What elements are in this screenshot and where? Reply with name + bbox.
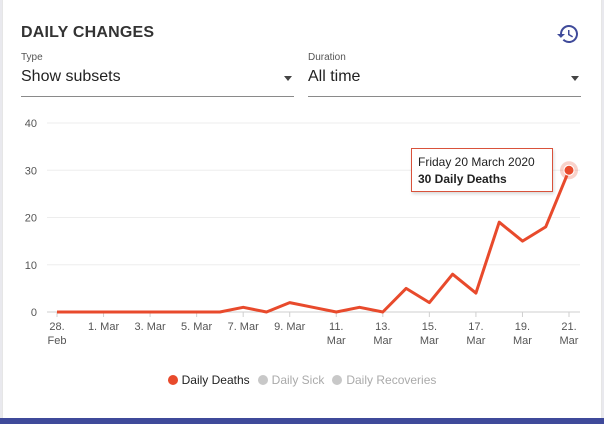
x-axis: 28. Feb 1. Mar 3. Mar 5. Mar 7. Mar 9. Mar 11. M… [48,312,579,347]
chart-grid [47,122,580,313]
y-tick-label: 10 [25,260,37,272]
chart-tooltip: Friday 20 March 2020 30 Daily Deaths [411,148,553,192]
x-tick-label: 13. [375,321,390,333]
y-tick-label: 40 [25,118,37,130]
y-tick-label: 20 [25,213,37,225]
x-tick-label: 21. [561,321,576,333]
legend-marker [257,375,268,385]
x-tick-label: 28. [49,321,64,333]
history-button[interactable] [556,22,580,46]
daily-changes-card [2,0,602,418]
bottom-accent-bar [0,418,604,424]
x-tick-label: 1. Mar [88,321,120,333]
series-points [560,161,578,180]
legend-item[interactable]: Daily Sick [257,373,325,387]
chart-legend: Daily Deaths Daily Sick Daily Recoveries [0,373,604,388]
legend-label: Daily Sick [271,373,325,387]
duration-value: All time [308,68,361,85]
x-tick-label: Mar [420,335,439,347]
highlighted-point[interactable] [563,164,575,176]
type-label: Type [21,52,43,63]
type-caret-icon [284,76,292,81]
duration-caret-icon [571,76,579,81]
x-tick-label: 17. [468,321,483,333]
x-tick-label: Mar [560,335,579,347]
y-tick-label: 0 [31,307,37,319]
x-tick-label: Feb [48,335,67,347]
legend-item[interactable]: Daily Deaths [167,373,250,387]
x-tick-label: Mar [373,335,392,347]
type-value: Show subsets [21,68,121,85]
legend-label: Daily Deaths [181,373,250,387]
daily-changes-chart: 0 10 20 30 40 28. Feb 1. Mar 3. Mar 5. Mar 7. Mar… [25,118,580,347]
x-tick-label: 11. [329,321,343,333]
x-tick-label: Mar [327,335,346,347]
tooltip-value: 30 Daily Deaths [418,172,507,186]
y-axis: 0 10 20 30 40 [25,118,37,319]
x-tick-label: Mar [466,335,485,347]
duration-select[interactable]: Duration All time [308,52,581,97]
x-tick-label: Mar [513,335,532,347]
tooltip-date: Friday 20 March 2020 [418,155,535,169]
x-tick-label: 19. [515,321,530,333]
series-line-daily-deaths [57,169,571,314]
y-tick-label: 30 [25,165,37,177]
legend-marker [332,375,343,385]
legend-item[interactable]: Daily Recoveries [332,373,436,387]
history-icon [557,25,578,43]
x-tick-label: 5. Mar [181,321,213,333]
x-tick-label: 15. [422,321,437,333]
card-title: DAILY CHANGES [21,24,155,41]
x-tick-label: 9. Mar [274,321,306,333]
legend-label: Daily Recoveries [346,373,437,387]
type-select[interactable]: Type Show subsets [21,52,294,97]
legend-marker [167,375,178,385]
duration-label: Duration [308,52,346,63]
x-tick-label: 7. Mar [228,321,260,333]
x-tick-label: 3. Mar [134,321,166,333]
